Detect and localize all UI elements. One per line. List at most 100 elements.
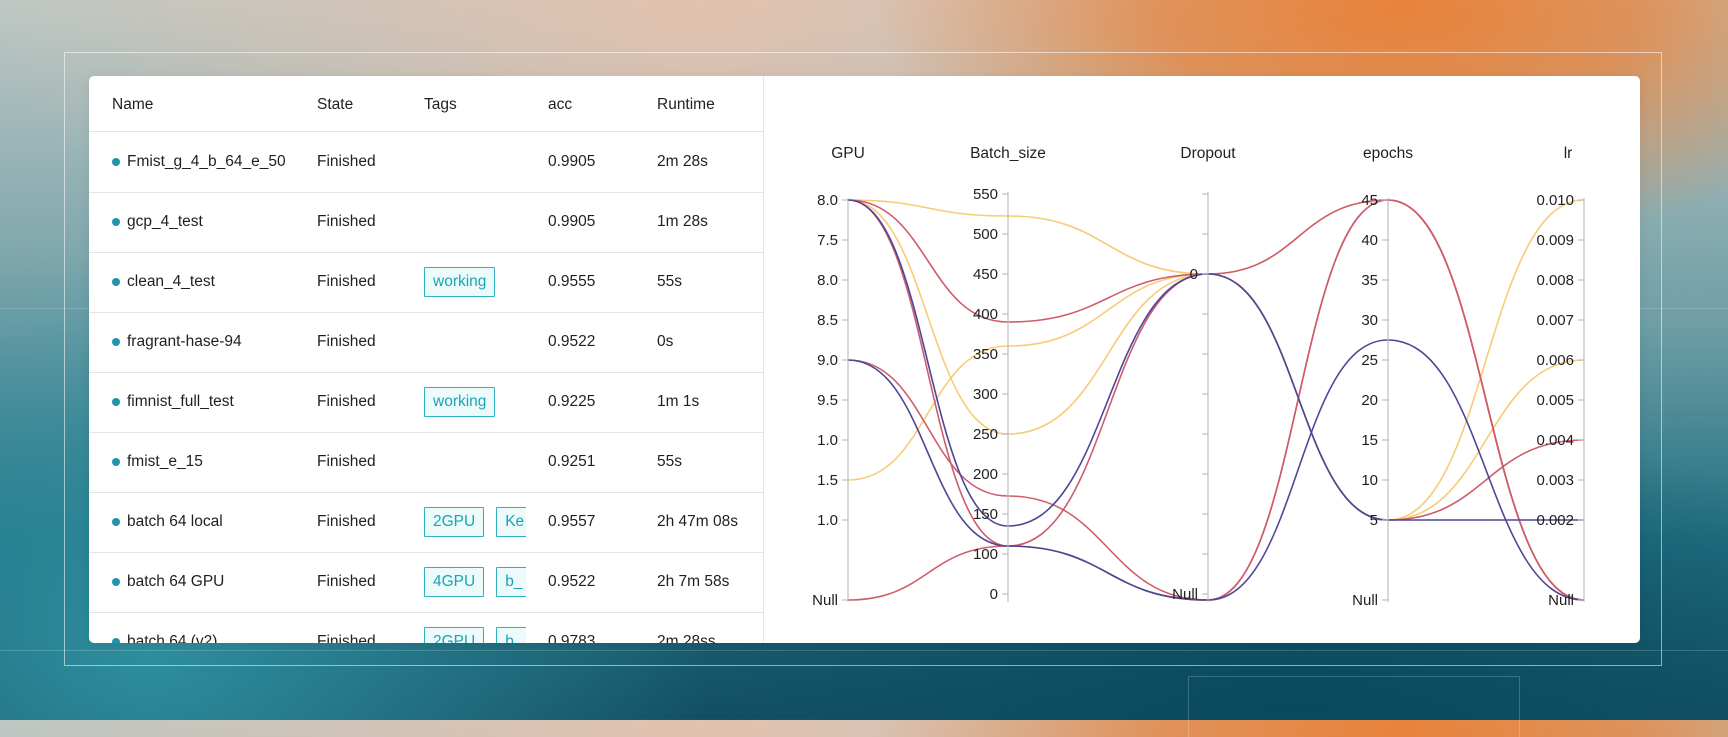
column-header-tags[interactable]: Tags: [424, 96, 457, 113]
status-dot: [112, 578, 120, 586]
table-row[interactable]: batch 64 local Finished 2GPU Ke 0.9557 2h 47m…: [89, 492, 763, 553]
axis-tick-label: Null: [1352, 592, 1378, 609]
column-header-state[interactable]: State: [317, 96, 354, 113]
axis-tick-label: 0.010: [1536, 192, 1574, 209]
series-line[interactable]: [847, 199, 1585, 601]
table-row[interactable]: clean_4_test Finished working 0.9555 55s: [89, 252, 763, 313]
run-runtime: 55s: [657, 453, 682, 470]
axis-tick-label: 550: [973, 186, 998, 203]
run-name[interactable]: Fmist_g_4_b_64_e_50: [127, 153, 286, 170]
table-row[interactable]: fimnist_full_test Finished working 0.9225 1m…: [89, 372, 763, 433]
axis-tick-label: 0.006: [1536, 352, 1574, 369]
runs-table: Name State Tags acc Runtime Fmist_g_4_b_…: [89, 76, 764, 643]
axis-tick-label: 8.0: [817, 192, 838, 209]
run-acc: 0.9522: [548, 573, 596, 590]
tag-badge[interactable]: working: [424, 387, 496, 417]
run-state: Finished: [317, 393, 376, 410]
run-runtime: 2h 47m 08s: [657, 513, 738, 530]
axis-title[interactable]: Dropout: [1180, 145, 1236, 162]
table-row[interactable]: fragrant-hase-94 Finished 0.9522 0s: [89, 312, 763, 373]
status-dot: [112, 398, 120, 406]
parallel-coordinates-svg: 8.07.58.08.59.09.51.01.51.0NullGPU550500…: [812, 145, 1585, 609]
tag-badge[interactable]: Ke: [496, 507, 526, 537]
status-dot: [112, 458, 120, 466]
run-acc: 0.9557: [548, 513, 596, 530]
table-row[interactable]: gcp_4_test Finished 0.9905 1m 28s: [89, 192, 763, 253]
axis-tick-label: 1.0: [817, 512, 838, 529]
run-tags: 2GPU b_: [424, 627, 526, 643]
axis-title[interactable]: Batch_size: [970, 145, 1046, 162]
series-line[interactable]: [847, 339, 1585, 601]
tag-badge[interactable]: 2GPU: [424, 507, 485, 537]
run-runtime: 0s: [657, 333, 674, 350]
run-name[interactable]: batch 64 GPU: [127, 573, 225, 590]
run-acc: 0.9905: [548, 153, 596, 170]
run-name[interactable]: fmist_e_15: [127, 453, 203, 470]
run-name[interactable]: fragrant-hase-94: [127, 333, 242, 350]
run-tags: 4GPU b_: [424, 567, 526, 597]
run-acc: 0.9251: [548, 453, 596, 470]
axis-tick-label: 0.005: [1536, 392, 1574, 409]
axis-tick-label: 250: [973, 426, 998, 443]
axis-tick-label: 25: [1361, 352, 1378, 369]
status-dot: [112, 638, 120, 643]
axis-tick-label: 40: [1361, 232, 1378, 249]
run-acc: 0.9783: [548, 633, 596, 643]
status-dot: [112, 158, 120, 166]
axis-tick-label: 8.5: [817, 312, 838, 329]
table-row[interactable]: Fmist_g_4_b_64_e_50 Finished 0.9905 2m 28s: [89, 132, 763, 193]
axis-title[interactable]: GPU: [831, 145, 865, 162]
column-header-acc[interactable]: acc: [548, 96, 573, 113]
axis-title[interactable]: lr: [1564, 145, 1573, 162]
tag-badge[interactable]: 4GPU: [424, 567, 485, 597]
axis-tick-label: 0.007: [1536, 312, 1574, 329]
tag-badge[interactable]: b_: [496, 567, 526, 597]
run-runtime: 1m 28s: [657, 213, 708, 230]
axis-tick-label: 0.009: [1536, 232, 1574, 249]
axis-dropout: 0 Null Dropout: [1172, 145, 1236, 603]
axis-tick-label: Null: [1172, 586, 1198, 603]
axis-title[interactable]: epochs: [1363, 145, 1413, 162]
tag-badge[interactable]: working: [424, 267, 496, 297]
run-runtime: 2m 28s: [657, 153, 708, 170]
axis-tick-label: 400: [973, 306, 998, 323]
run-runtime: 55s: [657, 273, 682, 290]
axis-tick-label: 350: [973, 346, 998, 363]
run-state: Finished: [317, 573, 376, 590]
status-dot: [112, 218, 120, 226]
run-name[interactable]: gcp_4_test: [127, 213, 203, 230]
status-dot: [112, 278, 120, 286]
axis-tick-label: 5: [1370, 512, 1378, 529]
axis-batch_size: 550 500 450 400 350 300 250 200 150 100 0 Batch_siz…: [970, 145, 1046, 603]
table-row[interactable]: batch 64 GPU Finished 4GPU b_ 0.9522 2h 7m 58…: [89, 552, 763, 613]
column-header-name[interactable]: Name: [112, 96, 154, 113]
axis-tick-label: 0: [1190, 266, 1198, 283]
run-name[interactable]: clean_4_test: [127, 273, 215, 290]
tag-badge[interactable]: 2GPU: [424, 627, 485, 643]
table-row[interactable]: batch 64 (v2) Finished 2GPU b_ 0.9783 2m 28ss: [89, 612, 763, 643]
axis-tick-label: 10: [1361, 472, 1378, 489]
axis-tick-label: 200: [973, 466, 998, 483]
axis-epochs: 45 40 35 30 25 20 15 10 5 Null epochs: [1352, 145, 1413, 609]
run-name[interactable]: batch 64 local: [127, 513, 223, 530]
axis-tick-label: 500: [973, 226, 998, 243]
axis-tick-label: 450: [973, 266, 998, 283]
axis-tick-label: 300: [973, 386, 998, 403]
axis-tick-label: 8.0: [817, 272, 838, 289]
run-tags: 2GPU Ke: [424, 507, 526, 537]
axis-tick-label: Null: [1548, 592, 1574, 609]
run-name[interactable]: batch 64 (v2): [127, 633, 218, 643]
column-header-runtime[interactable]: Runtime: [657, 96, 715, 113]
axis-lr: 0.010 0.009 0.008 0.007 0.006 0.005 0.004 0.003…: [1536, 145, 1585, 609]
run-tags: [424, 327, 526, 357]
tag-badge[interactable]: b_: [496, 627, 526, 643]
axis-tick-label: 15: [1361, 432, 1378, 449]
table-row[interactable]: fmist_e_15 Finished 0.9251 55s: [89, 432, 763, 493]
axis-tick-label: 1.5: [817, 472, 838, 489]
axis-tick-label: 7.5: [817, 232, 838, 249]
axis-tick-label: 150: [973, 506, 998, 523]
series-line[interactable]: [847, 199, 1584, 527]
status-dot: [112, 338, 120, 346]
run-name[interactable]: fimnist_full_test: [127, 393, 234, 410]
run-acc: 0.9555: [548, 273, 596, 290]
